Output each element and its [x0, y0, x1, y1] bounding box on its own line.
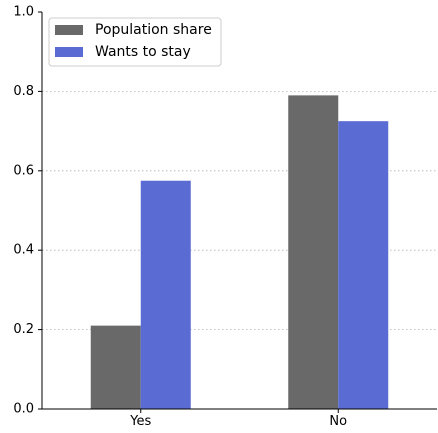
axes — [41, 12, 437, 410]
legend-swatch — [55, 47, 83, 57]
y-tick-label: 0.6 — [13, 163, 34, 178]
y-tick-label: 0.4 — [13, 243, 34, 258]
bar-yes-series-1 — [140, 180, 191, 409]
y-tick-label: 0.2 — [13, 322, 34, 337]
y-tick-label: 1.0 — [13, 5, 34, 20]
legend-label: Wants to stay — [95, 44, 191, 60]
bars — [90, 95, 389, 410]
legend-label: Population share — [95, 22, 212, 38]
legend: Population share Wants to stay — [48, 17, 222, 67]
x-ticks: Yes No — [129, 409, 347, 429]
y-tick-label: 0.8 — [13, 84, 34, 99]
legend-swatch — [55, 25, 83, 35]
bar-no-series-0 — [288, 95, 339, 410]
x-tick-label: No — [329, 414, 347, 429]
legend-frame — [48, 17, 222, 67]
x-tick-label: Yes — [129, 414, 151, 429]
bar-yes-series-0 — [90, 325, 141, 409]
bar-no-series-1 — [338, 121, 389, 410]
y-tick-label: 0.0 — [13, 402, 34, 417]
y-ticks: 0.0 0.2 0.4 0.6 0.8 1.0 — [13, 5, 42, 417]
